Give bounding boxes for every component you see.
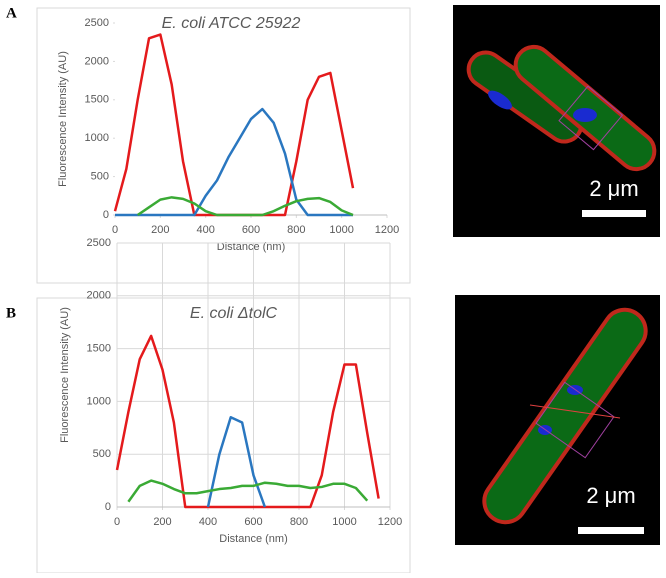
scale-bar-label: 2 μm [589,176,638,201]
panel-label: A [6,5,17,21]
x-tick-label: 800 [290,516,308,528]
x-tick-label: 200 [153,516,171,528]
x-tick-label: 1200 [378,516,402,528]
x-axis-label: Distance (nm) [219,533,287,545]
y-axis-label: Fluorescence Intensity (AU) [57,51,69,187]
y-axis-label: Fluorescence Intensity (AU) [59,307,71,443]
y-tick-label: 0 [105,501,111,513]
y-tick-label: 1000 [87,395,111,407]
y-tick-label: 500 [93,448,111,460]
chart-title: E. coli ΔtolC [190,305,278,322]
y-tick-label: 0 [103,209,109,221]
chart-frame [36,7,411,284]
y-tick-label: 2500 [87,237,111,249]
y-tick-label: 1000 [85,132,109,144]
data-line [115,107,353,217]
chart-title: E. coli ATCC 25922 [162,15,301,32]
x-tick-label: 400 [196,224,214,236]
data-line [206,415,267,508]
micrograph: 2 μm [453,5,660,237]
x-tick-label: 600 [242,224,260,236]
x-axis-label: Distance (nm) [217,241,285,253]
micrograph: 2 μm [455,295,660,545]
x-tick-label: 400 [199,516,217,528]
y-tick-label: 1500 [87,343,111,355]
y-tick-label: 2000 [87,290,111,302]
y-tick-label: 2000 [85,55,109,67]
data-line [136,196,354,217]
y-tick-label: 1500 [85,94,109,106]
y-tick-label: 2500 [85,17,109,29]
scale-bar-label: 2 μm [586,483,635,508]
x-tick-label: 800 [287,224,305,236]
x-tick-label: 200 [151,224,169,236]
y-tick-label: 500 [91,171,109,183]
chart-frame [36,297,411,574]
data-line [113,33,355,217]
data-line [127,479,369,503]
data-line [115,334,380,509]
panel-label: B [6,305,16,321]
x-tick-label: 600 [244,516,262,528]
x-tick-label: 1000 [332,516,356,528]
x-tick-label: 1200 [375,224,399,236]
x-tick-label: 0 [112,224,118,236]
x-tick-label: 1000 [329,224,353,236]
x-tick-label: 0 [114,516,120,528]
